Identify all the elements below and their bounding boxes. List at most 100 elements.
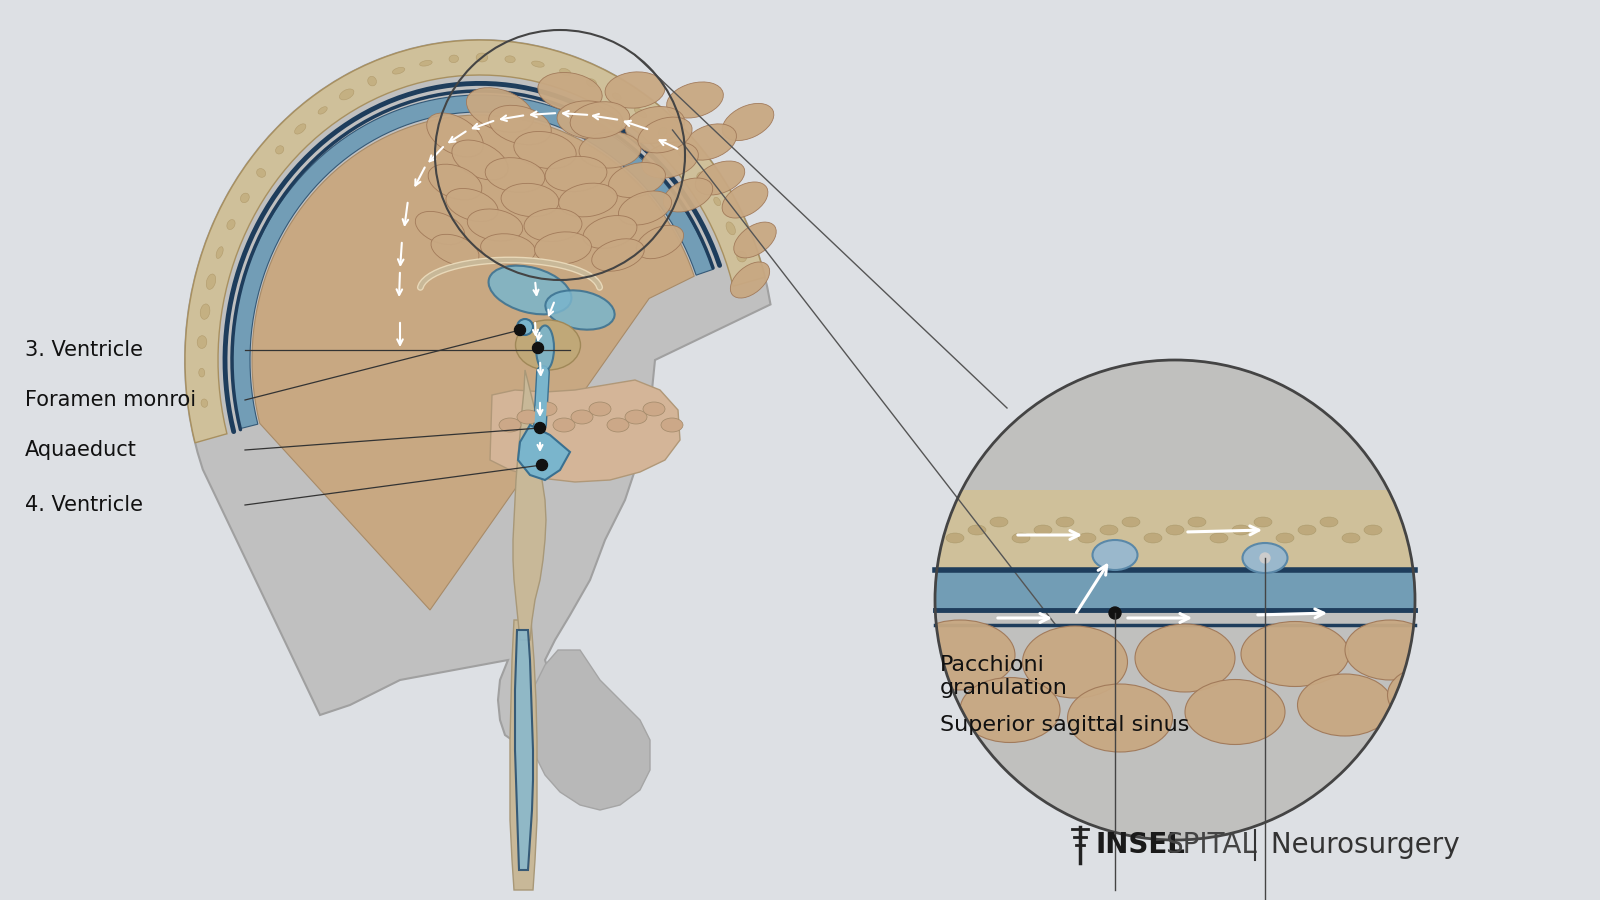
Ellipse shape <box>1242 622 1349 687</box>
Circle shape <box>934 360 1414 840</box>
Circle shape <box>1261 553 1270 563</box>
Ellipse shape <box>557 101 622 140</box>
Ellipse shape <box>536 326 554 371</box>
Ellipse shape <box>467 87 533 132</box>
Ellipse shape <box>1277 533 1294 543</box>
Ellipse shape <box>480 234 536 265</box>
Ellipse shape <box>430 234 478 266</box>
Ellipse shape <box>634 108 646 118</box>
Ellipse shape <box>960 678 1059 742</box>
Ellipse shape <box>515 320 581 370</box>
Polygon shape <box>186 40 771 745</box>
Text: Superior sagittal sinus: Superior sagittal sinus <box>941 715 1189 735</box>
Ellipse shape <box>606 418 629 432</box>
Ellipse shape <box>256 168 266 177</box>
Ellipse shape <box>525 209 582 241</box>
Ellipse shape <box>427 113 483 157</box>
Ellipse shape <box>416 212 464 245</box>
Ellipse shape <box>339 89 354 100</box>
Ellipse shape <box>722 182 768 218</box>
Polygon shape <box>232 95 714 428</box>
Ellipse shape <box>1166 525 1184 535</box>
Polygon shape <box>518 425 570 480</box>
Ellipse shape <box>499 418 522 432</box>
Polygon shape <box>253 115 694 610</box>
Ellipse shape <box>626 410 646 424</box>
Ellipse shape <box>488 266 571 314</box>
Polygon shape <box>934 490 1414 570</box>
Ellipse shape <box>451 140 509 180</box>
Ellipse shape <box>200 304 210 320</box>
Polygon shape <box>186 40 765 443</box>
Ellipse shape <box>605 72 666 108</box>
Ellipse shape <box>906 620 1014 690</box>
Ellipse shape <box>1093 540 1138 570</box>
Ellipse shape <box>1298 674 1392 736</box>
Ellipse shape <box>990 517 1008 527</box>
Ellipse shape <box>429 164 482 200</box>
Ellipse shape <box>517 410 539 424</box>
Circle shape <box>1109 607 1122 619</box>
Circle shape <box>515 325 525 336</box>
Ellipse shape <box>626 106 685 143</box>
Ellipse shape <box>678 148 688 158</box>
Polygon shape <box>515 630 533 870</box>
Ellipse shape <box>643 402 666 416</box>
Ellipse shape <box>554 418 574 432</box>
Ellipse shape <box>534 232 592 264</box>
Ellipse shape <box>968 525 986 535</box>
Ellipse shape <box>538 73 602 112</box>
Ellipse shape <box>450 55 459 63</box>
Polygon shape <box>490 380 680 482</box>
Ellipse shape <box>946 533 963 543</box>
Ellipse shape <box>683 124 736 160</box>
Polygon shape <box>934 570 1414 610</box>
Ellipse shape <box>696 172 706 181</box>
Ellipse shape <box>558 184 618 217</box>
Ellipse shape <box>216 247 222 258</box>
Circle shape <box>517 319 533 335</box>
Ellipse shape <box>1363 525 1382 535</box>
Ellipse shape <box>661 418 683 432</box>
Ellipse shape <box>477 53 488 62</box>
Ellipse shape <box>642 142 698 178</box>
Ellipse shape <box>1186 680 1285 744</box>
Ellipse shape <box>730 262 770 298</box>
Ellipse shape <box>1298 525 1315 535</box>
Ellipse shape <box>531 61 544 68</box>
Ellipse shape <box>560 68 571 76</box>
Ellipse shape <box>1056 517 1074 527</box>
Text: INSEL: INSEL <box>1094 831 1186 859</box>
Ellipse shape <box>1122 517 1139 527</box>
Polygon shape <box>514 370 546 640</box>
Ellipse shape <box>446 188 498 221</box>
Ellipse shape <box>664 178 712 212</box>
Ellipse shape <box>613 93 621 100</box>
Ellipse shape <box>514 131 576 168</box>
Ellipse shape <box>734 222 776 258</box>
Ellipse shape <box>1022 626 1128 698</box>
Ellipse shape <box>619 191 672 225</box>
Text: Neurosurgery: Neurosurgery <box>1262 831 1459 859</box>
Text: SPITAL: SPITAL <box>1165 831 1258 859</box>
Ellipse shape <box>1034 525 1053 535</box>
Ellipse shape <box>198 368 205 377</box>
Ellipse shape <box>696 161 744 195</box>
Ellipse shape <box>1101 525 1118 535</box>
Ellipse shape <box>589 402 611 416</box>
Ellipse shape <box>1342 533 1360 543</box>
Text: Foramen monroi: Foramen monroi <box>26 390 197 410</box>
Ellipse shape <box>240 194 250 202</box>
Ellipse shape <box>294 124 306 134</box>
Polygon shape <box>530 650 650 810</box>
Ellipse shape <box>1078 533 1096 543</box>
Circle shape <box>534 422 546 434</box>
Ellipse shape <box>546 291 614 329</box>
Ellipse shape <box>506 56 515 63</box>
Ellipse shape <box>582 216 637 248</box>
Ellipse shape <box>736 251 747 262</box>
Ellipse shape <box>227 220 235 230</box>
Ellipse shape <box>658 127 667 136</box>
Ellipse shape <box>714 197 720 206</box>
Ellipse shape <box>368 76 376 86</box>
